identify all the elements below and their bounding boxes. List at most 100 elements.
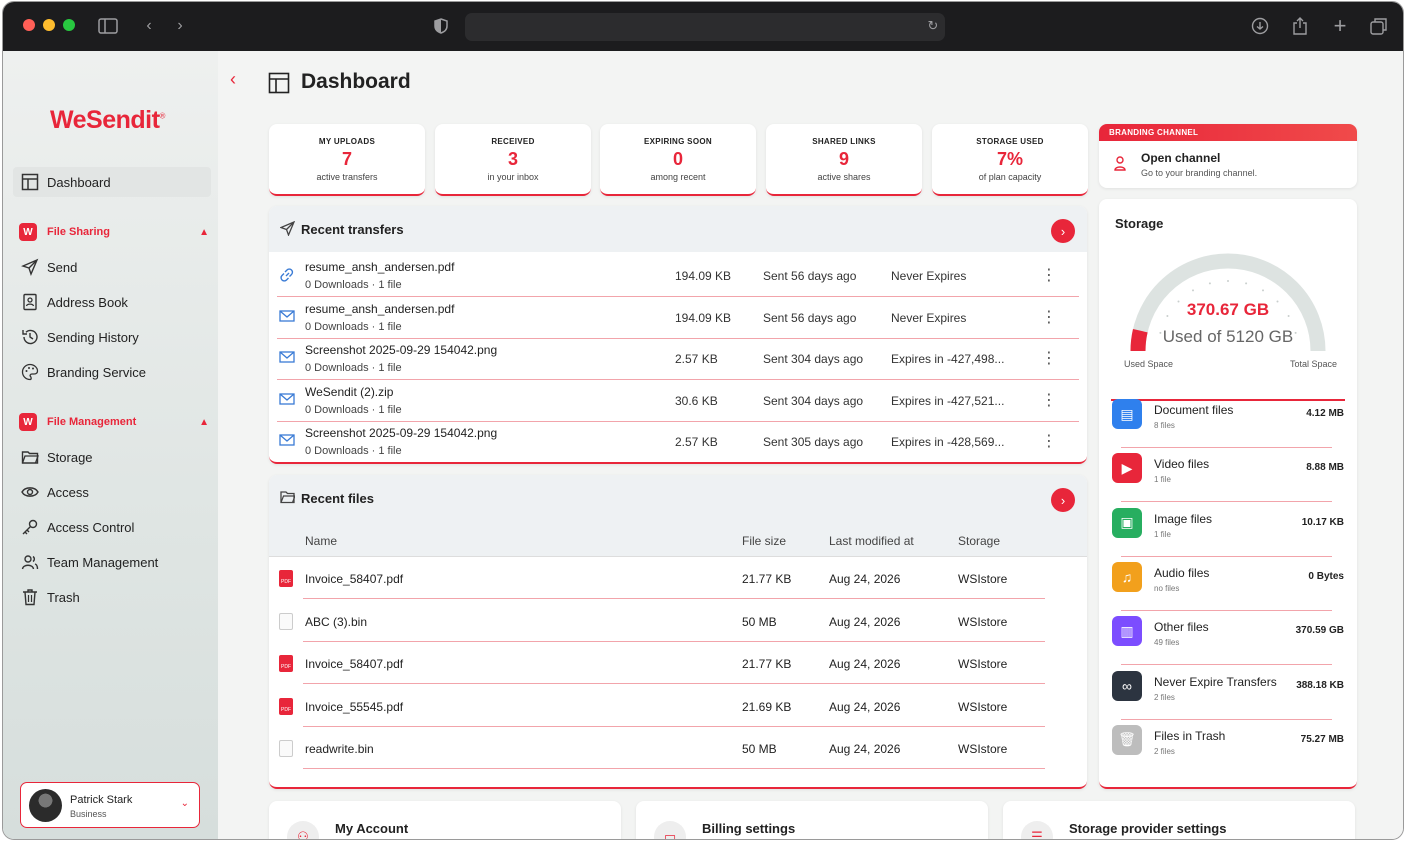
tab-overview-icon[interactable] [1369,16,1389,36]
storage-category-row[interactable]: ▥ Other files 49 files 370.59 GB [1109,611,1344,666]
sidebar-toggle-icon[interactable] [98,16,118,36]
download-icon[interactable] [1250,16,1270,36]
view-all-files-button[interactable]: › [1051,488,1075,512]
stat-storage-used[interactable]: STORAGE USED 7% of plan capacity [932,124,1088,196]
table-row[interactable]: readwrite.bin 50 MB Aug 24, 2026 WSIstore [269,727,1087,769]
infinity-icon: ∞ [1112,670,1142,701]
column-header-storage[interactable]: Storage [958,534,1001,548]
file-name: Invoice_58407.pdf [305,657,404,671]
my-account-card[interactable]: ⚇ My Account [269,801,621,839]
section-file-sharing[interactable]: W File Sharing ▲ [19,222,209,242]
section-file-management[interactable]: W File Management ▲ [19,412,209,432]
avatar [29,789,62,822]
table-row[interactable]: PDF Invoice_58407.pdf 21.77 KB Aug 24, 2026… [269,557,1087,599]
row-divider [303,598,1045,599]
column-header-size[interactable]: File size [742,534,787,548]
share-icon[interactable] [1290,16,1310,36]
transfer-name: WeSendit (2).zip [305,384,394,399]
sidebar-item-label: Access [47,484,89,500]
sidebar-item-send[interactable]: Send [13,252,211,282]
category-size: 370.59 GB [1295,625,1344,637]
transfer-sent: Sent 56 days ago [763,269,857,283]
table-row[interactable]: PDF Invoice_58407.pdf 21.77 KB Aug 24, 2026… [269,642,1087,684]
transfer-row[interactable]: resume_ansh_andersen.pdf 0 Downloads · 1 … [269,297,1087,339]
reload-icon[interactable]: ↻ [927,18,939,33]
more-options-icon[interactable]: ⋮ [1041,267,1057,284]
sidebar-item-sending-history[interactable]: Sending History [13,322,211,352]
more-options-icon[interactable]: ⋮ [1041,391,1057,409]
storage-category-row[interactable]: ▤ Document files 8 files 4.12 MB [1109,394,1344,448]
back-icon[interactable]: ‹ [146,17,152,34]
sidebar-item-access-control[interactable]: Access Control [13,512,211,542]
view-all-transfers-button[interactable]: › [1051,219,1075,243]
sidebar-item-storage[interactable]: Storage [13,442,211,472]
maximize-window-button[interactable] [63,19,75,31]
minimize-window-button[interactable] [43,19,55,31]
shield-icon[interactable] [431,16,451,36]
transfer-row[interactable]: resume_ansh_andersen.pdf 0 Downloads · 1 … [269,255,1087,297]
stat-shared-links[interactable]: SHARED LINKS 9 active shares [766,124,922,196]
stat-value: 7 [341,149,352,169]
close-window-button[interactable] [23,19,35,31]
transfer-size: 2.57 KB [675,435,718,450]
transfer-row[interactable]: Screenshot 2025-09-29 154042.png 0 Downlo… [269,338,1087,381]
file-name: ABC (3).bin [305,614,368,629]
sidebar-item-dashboard[interactable]: Dashboard [13,167,211,197]
transfer-name: Screenshot 2025-09-29 154042.png [305,343,498,358]
sidebar-item-access[interactable]: Access [13,477,211,507]
more-options-icon[interactable]: ⋮ [1041,350,1057,368]
row-divider [277,420,1079,422]
forward-icon[interactable]: › [177,17,183,34]
category-size: 8.88 MB [1306,462,1344,474]
storage-category-row[interactable]: 🗑 Files in Trash 2 files 75.27 MB [1109,720,1344,774]
collapse-sidebar-icon[interactable]: ‹ [230,69,236,89]
storage-category-row[interactable]: ♫ Audio files no files 0 Bytes [1109,557,1344,611]
branding-banner: BRANDING CHANNEL [1099,124,1357,141]
address-bar[interactable] [465,13,945,41]
chevron-up-icon[interactable]: ▲ [199,416,209,428]
brand-logo[interactable]: WeSendit® [50,106,165,135]
storage-category-row[interactable]: ▣ Image files 1 file 10.17 KB [1109,503,1344,557]
recent-files-card: Recent files › Name File size Last modif… [269,475,1087,789]
branding-channel-card[interactable]: BRANDING CHANNEL Open channel Go to your… [1099,124,1357,188]
sidebar-item-label: Address Book [47,294,128,310]
category-count: no files [1154,583,1180,593]
column-header-modified[interactable]: Last modified at [829,534,914,548]
column-header-name[interactable]: Name [305,534,338,548]
stat-received[interactable]: RECEIVED 3 in your inbox [435,124,591,196]
image-icon: ▣ [1112,507,1142,538]
row-divider [303,640,1045,642]
chevron-down-icon[interactable]: ⌄ [180,798,189,809]
new-tab-icon[interactable]: + [1333,13,1347,38]
storage-provider-settings-card[interactable]: ☰ Storage provider settings [1003,801,1355,839]
file-modified: Aug 24, 2026 [829,657,901,671]
category-size: 0 Bytes [1308,570,1344,582]
transfer-row[interactable]: Screenshot 2025-09-29 154042.png 0 Downlo… [269,421,1087,463]
storage-category-row[interactable]: ▶ Video files 1 file 8.88 MB [1109,448,1344,503]
transfer-row[interactable]: WeSendit (2).zip 0 Downloads · 1 file 30.6… [269,380,1087,422]
more-options-icon[interactable]: ⋮ [1041,308,1057,326]
category-name: Files in Trash [1154,728,1226,743]
trash-icon [13,588,47,606]
gauge-tick [1166,315,1169,317]
sidebar-item-branding-service[interactable]: Branding Service [13,357,211,387]
archive-icon: ▥ [1112,616,1142,647]
page-title: Dashboard [301,70,411,93]
gauge-tick [1245,282,1248,285]
category-size: 75.27 MB [1300,733,1344,745]
sidebar-item-team-management[interactable]: Team Management [13,547,211,577]
sidebar-item-label: Storage [47,449,93,465]
stat-my-uploads[interactable]: MY UPLOADS 7 active transfers [269,124,425,196]
user-profile-menu[interactable]: Patrick Stark Business ⌄ [20,782,200,828]
table-row[interactable]: PDF Invoice_55545.pdf 21.69 KB Aug 24, 2026… [269,685,1087,727]
sidebar-item-trash[interactable]: Trash [13,582,211,612]
chevron-up-icon[interactable]: ▲ [199,226,209,238]
more-options-icon[interactable]: ⋮ [1041,433,1057,451]
billing-settings-card[interactable]: ▭ Billing settings [636,801,988,839]
sidebar-item-address-book[interactable]: Address Book [13,287,211,317]
file-modified: Aug 24, 2026 [829,742,901,756]
storage-category-row[interactable]: ∞ Never Expire Transfers 2 files 388.18 KB [1109,666,1344,720]
table-row[interactable]: ABC (3).bin 50 MB Aug 24, 2026 WSIstore [269,600,1087,642]
stat-expiring-soon[interactable]: EXPIRING SOON 0 among recent [600,124,756,196]
transfer-name: resume_ansh_andersen.pdf [305,260,455,274]
